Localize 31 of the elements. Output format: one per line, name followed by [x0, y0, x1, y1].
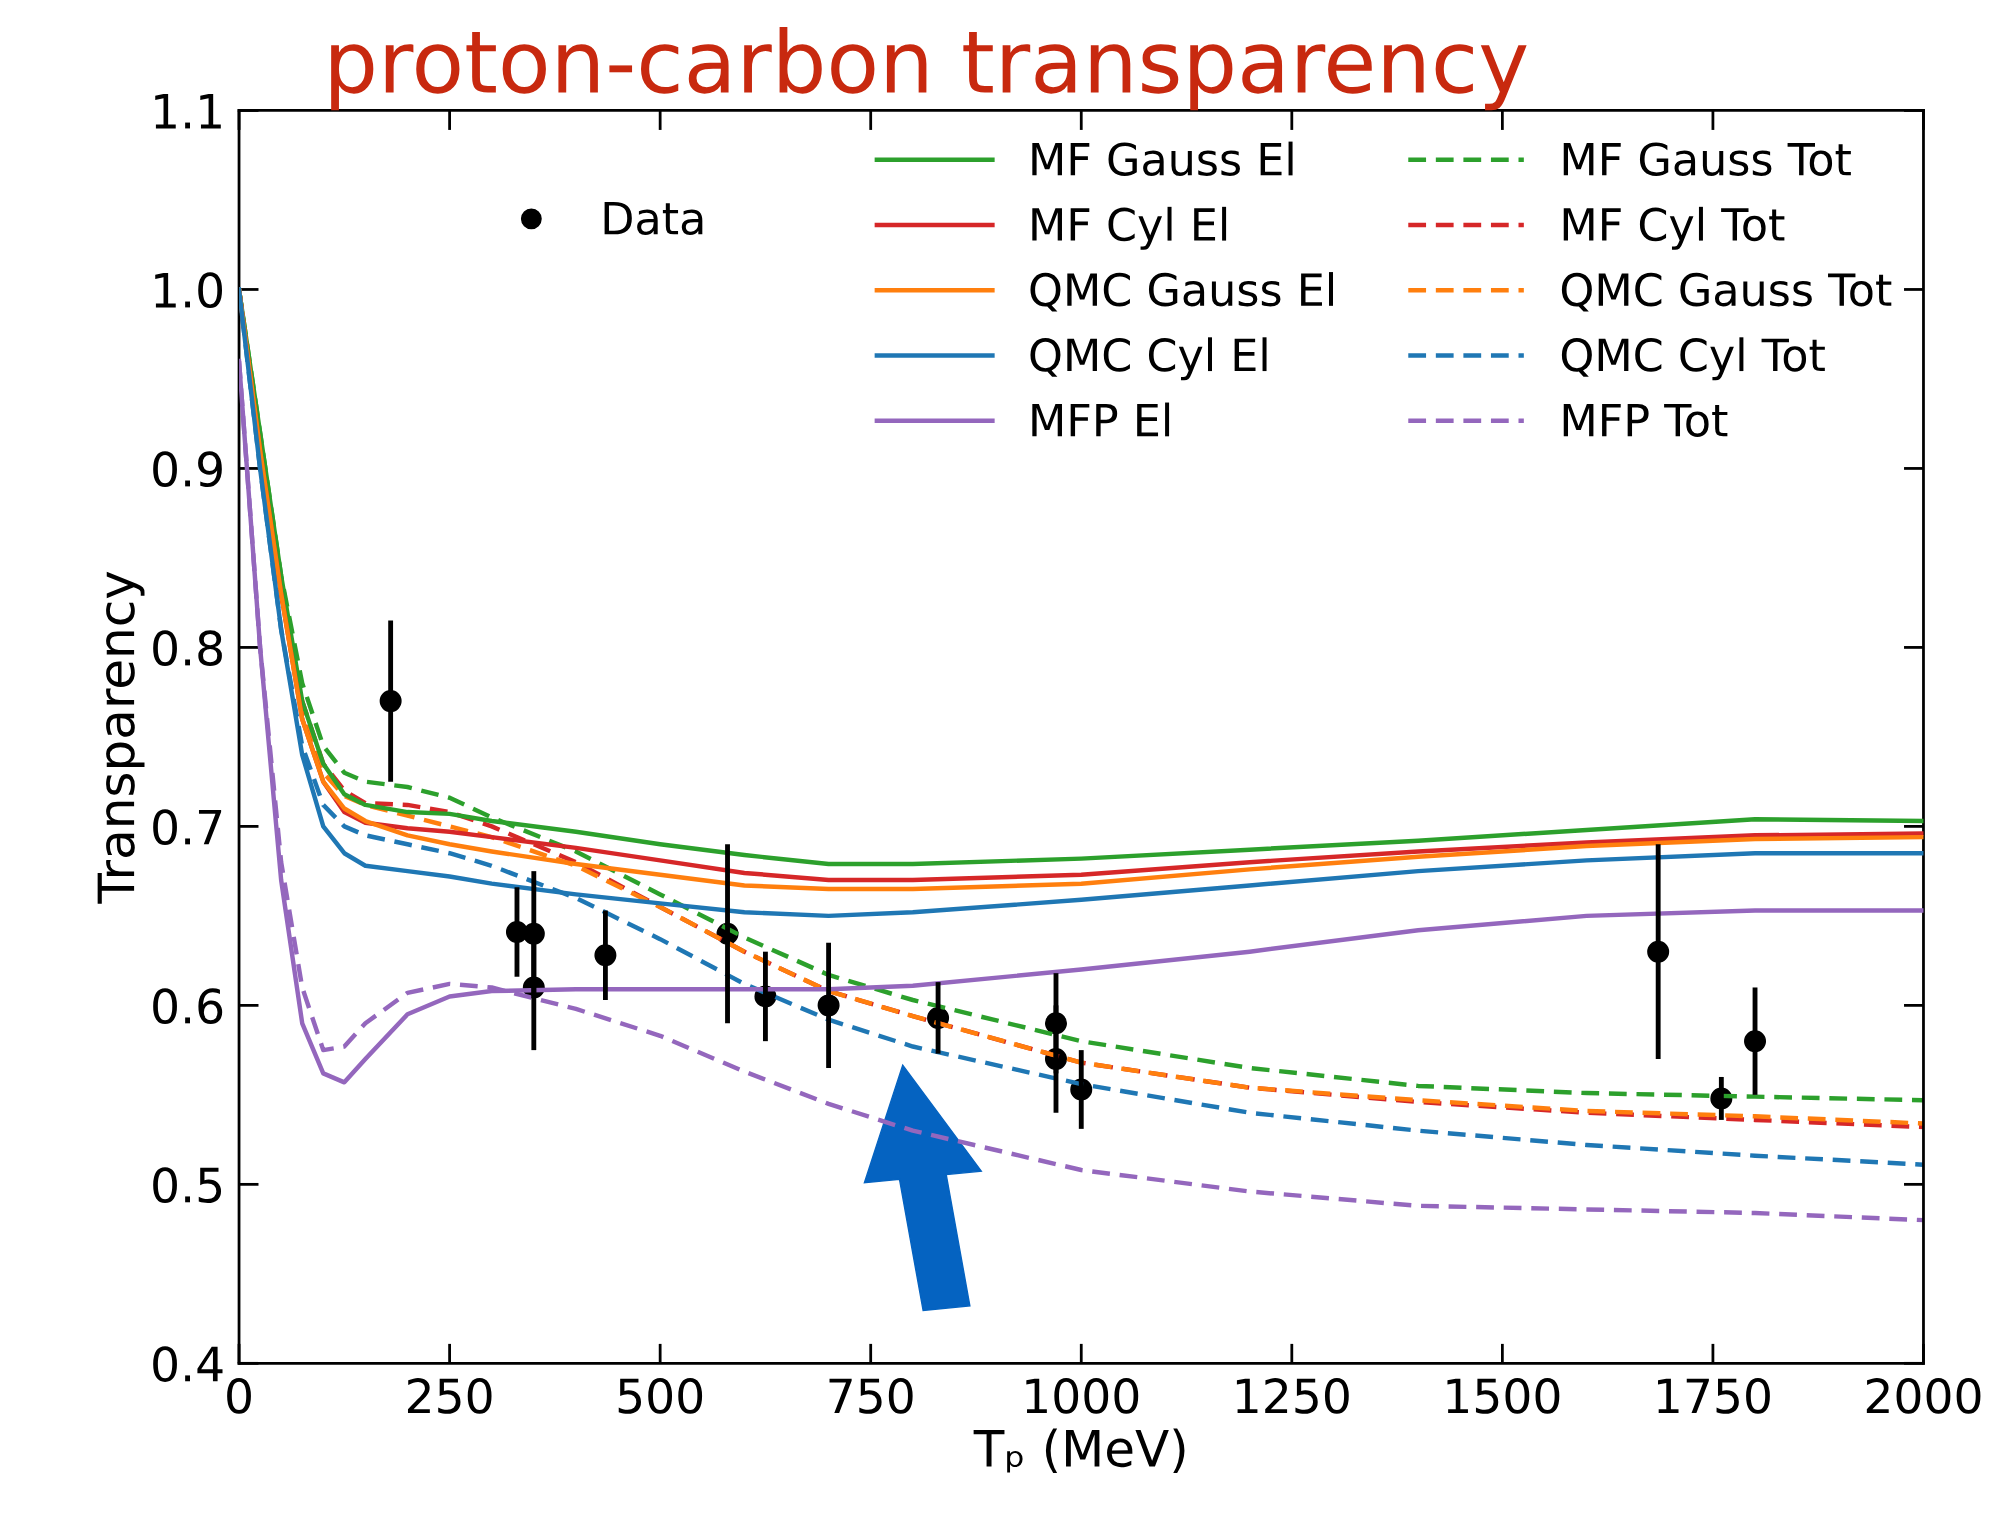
- x-tick-label: 500: [618, 1378, 703, 1414]
- legend-label: QMC Cyl El: [1030, 337, 1267, 381]
- legend-label: MF Cyl Tot: [1563, 206, 1785, 250]
- legend-label: MF Cyl El: [1032, 206, 1227, 250]
- x-tick-label: 0: [227, 1378, 251, 1414]
- y-tick-label: 1.1: [155, 94, 221, 129]
- legend-label: QMC Gauss El: [1030, 272, 1334, 312]
- x-tick-label: 1750: [1658, 1378, 1770, 1414]
- x-tick-label: 750: [829, 1378, 913, 1414]
- chart-title: proton-carbon transparency: [331, 27, 1527, 111]
- y-tick-label: 0.8: [153, 630, 222, 667]
- y-tick-label: 0.6: [153, 988, 223, 1024]
- y-axis-title: Transparency: [97, 571, 145, 904]
- legend-label: MF Gauss El: [1032, 141, 1293, 176]
- x-axis-title: Tₚ (MeV): [973, 1428, 1185, 1474]
- legend-label: Data: [604, 201, 703, 235]
- legend-label: QMC Gauss Tot: [1561, 272, 1892, 312]
- legend-label: MFP Tot: [1563, 403, 1728, 437]
- x-tick-label: 1500: [1447, 1378, 1560, 1414]
- legend-label: MF Gauss Tot: [1563, 142, 1851, 176]
- legend-label: MFP El: [1032, 402, 1170, 437]
- legend-label: QMC Cyl Tot: [1561, 337, 1825, 381]
- x-tick-label: 1000: [1026, 1378, 1139, 1414]
- y-tick-label: 0.4: [153, 1346, 223, 1382]
- y-tick-label: 0.9: [153, 451, 222, 488]
- y-tick-label: 0.5: [153, 1167, 222, 1203]
- y-tick-label: 1.0: [155, 272, 223, 309]
- x-tick-label: 1250: [1236, 1378, 1349, 1414]
- x-tick-label: 2000: [1866, 1378, 1981, 1414]
- x-tick-label: 250: [407, 1378, 492, 1414]
- y-tick-label: 0.7: [153, 809, 222, 846]
